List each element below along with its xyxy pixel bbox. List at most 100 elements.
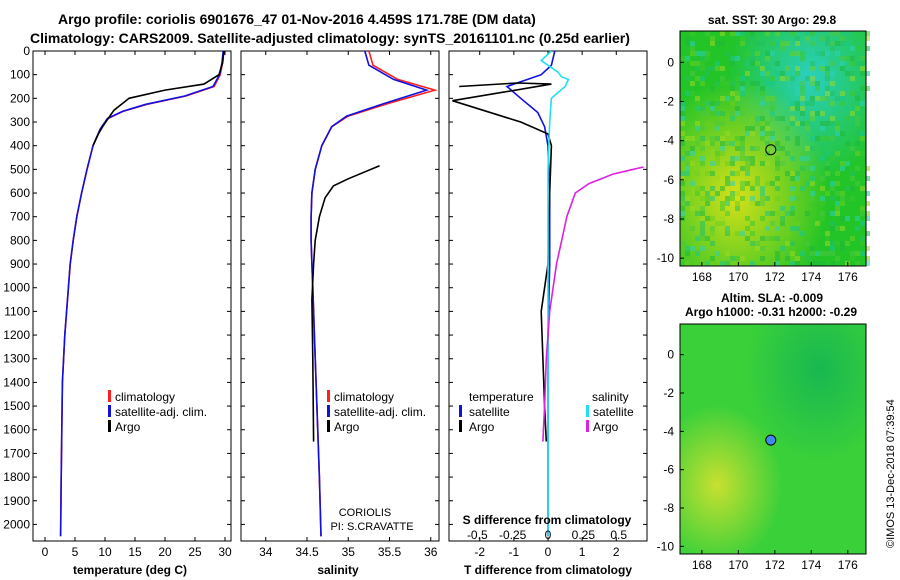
sst-pixel <box>725 176 730 181</box>
sst-pixel <box>805 181 810 186</box>
sst-pixel <box>720 136 725 141</box>
sst-pixel <box>790 261 795 266</box>
sst-pixel <box>760 126 765 131</box>
sst-pixel <box>755 181 760 186</box>
sst-pixel <box>720 141 725 146</box>
sst-pixel <box>815 221 820 226</box>
sst-pixel <box>775 226 780 231</box>
sst-pixel <box>835 201 840 206</box>
sst-pixel <box>750 156 755 161</box>
sst-pixel <box>775 251 780 256</box>
sst-pixel <box>810 261 815 266</box>
sst-pixel <box>775 141 780 146</box>
sst-pixel <box>700 136 705 141</box>
sst-pixel <box>845 161 850 166</box>
sst-pixel <box>695 171 700 176</box>
sst-pixel <box>865 36 870 41</box>
sst-pixel <box>820 261 825 266</box>
sst-pixel <box>830 246 835 251</box>
sst-pixel <box>835 191 840 196</box>
sst-pixel <box>760 161 765 166</box>
map-y-tick-label: -10 <box>657 251 675 265</box>
sst-pixel <box>855 91 860 96</box>
series-climatology <box>59 50 225 537</box>
sst-pixel <box>765 31 770 36</box>
sst-pixel <box>770 136 775 141</box>
sst-pixel <box>725 96 730 101</box>
sst-pixel <box>780 76 785 81</box>
sst-pixel <box>840 56 845 61</box>
sst-pixel <box>865 216 870 221</box>
map-y-tick-label: -8 <box>663 212 674 226</box>
sst-pixel <box>850 91 855 96</box>
sst-pixel <box>755 51 760 56</box>
sst-pixel <box>700 76 705 81</box>
sst-pixel <box>820 36 825 41</box>
sst-pixel <box>750 36 755 41</box>
sst-pixel <box>685 41 690 46</box>
sst-pixel <box>730 141 735 146</box>
sst-pixel <box>835 131 840 136</box>
salinity-panel <box>240 50 440 542</box>
sst-pixel <box>855 96 860 101</box>
legend-swatch-t-argo <box>459 420 462 432</box>
sst-pixel <box>765 161 770 166</box>
sst-pixel <box>835 151 840 156</box>
legend-label-t-argo: Argo <box>469 420 495 434</box>
sst-pixel <box>820 96 825 101</box>
sst-pixel <box>795 41 800 46</box>
legend-swatch-satellite <box>327 405 330 417</box>
sst-pixel <box>685 76 690 81</box>
sst-pixel <box>865 176 870 181</box>
y-tick-label: 500 <box>10 162 30 176</box>
sst-pixel <box>685 56 690 61</box>
sst-pixel <box>835 41 840 46</box>
sst-pixel <box>855 46 860 51</box>
sst-pixel <box>780 151 785 156</box>
sst-pixel <box>850 61 855 66</box>
sst-pixel <box>715 151 720 156</box>
sst-pixel <box>695 76 700 81</box>
sst-pixel <box>765 141 770 146</box>
t-difference-axis-label: T difference from climatology <box>464 563 632 577</box>
annotation-coriolis: CORIOLIS <box>339 507 392 519</box>
sst-pixel <box>710 171 715 176</box>
sst-pixel <box>815 51 820 56</box>
sst-pixel <box>765 126 770 131</box>
sst-pixel <box>795 261 800 266</box>
sst-pixel <box>845 41 850 46</box>
y-tick-label: 100 <box>10 68 30 82</box>
sst-pixel <box>820 156 825 161</box>
temperature-axis-label: temperature (deg C) <box>73 563 187 577</box>
sst-pixel <box>840 91 845 96</box>
sst-pixel <box>805 121 810 126</box>
sst-pixel <box>760 256 765 261</box>
map-y-tick-label: -8 <box>663 501 674 515</box>
sst-pixel <box>810 111 815 116</box>
sst-pixel <box>770 141 775 146</box>
legend-label-satellite: satellite-adj. clim. <box>115 405 207 419</box>
sst-pixel <box>830 156 835 161</box>
sst-pixel <box>840 191 845 196</box>
sst-pixel <box>810 191 815 196</box>
sst-pixel <box>720 146 725 151</box>
sst-pixel <box>680 211 685 216</box>
sst-pixel <box>710 36 715 41</box>
sst-pixel <box>750 161 755 166</box>
sst-pixel <box>730 101 735 106</box>
sst-pixel <box>730 161 735 166</box>
sst-pixel <box>680 56 685 61</box>
sst-pixel <box>790 51 795 56</box>
sst-pixel <box>720 261 725 266</box>
sst-pixel <box>715 111 720 116</box>
sst-pixel <box>690 116 695 121</box>
sst-pixel <box>855 166 860 171</box>
sst-pixel <box>855 61 860 66</box>
sst-pixel <box>740 186 745 191</box>
sst-pixel <box>700 66 705 71</box>
sst-pixel <box>730 171 735 176</box>
sst-pixel <box>730 111 735 116</box>
x-tick-label: 0 <box>42 545 49 559</box>
sst-pixel <box>745 181 750 186</box>
sst-pixel <box>715 156 720 161</box>
